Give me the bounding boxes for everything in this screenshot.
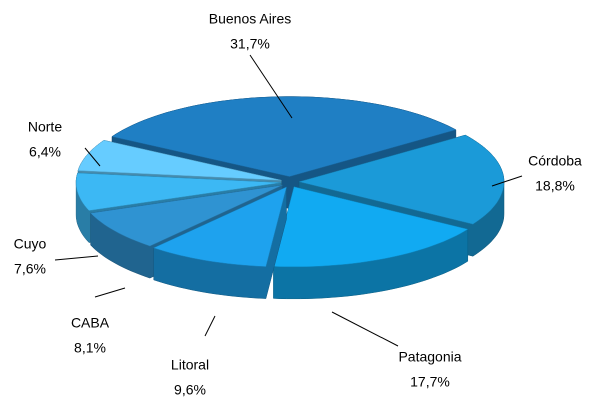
slice-value: 6,4% [29, 144, 61, 160]
slice [111, 96, 457, 177]
slice [298, 134, 505, 225]
slice-label: CABA [71, 315, 110, 331]
leader-line [204, 315, 216, 337]
slice [153, 186, 287, 267]
leader-line [491, 175, 523, 187]
slice-value: 9,6% [174, 382, 206, 398]
slice-value: 7,6% [14, 261, 46, 277]
slice-value: 31,7% [230, 36, 270, 52]
slice-label: Cuyo [14, 236, 47, 252]
slice-value: 18,8% [535, 178, 575, 194]
slice-value: 17,7% [410, 374, 450, 390]
slice-label: Litoral [171, 357, 209, 373]
leader-line [94, 287, 126, 298]
slice-label: Buenos Aires [209, 11, 292, 27]
leader-line [84, 147, 101, 167]
slice-label: Norte [28, 119, 62, 135]
slice [75, 172, 282, 211]
leader-line [54, 255, 99, 261]
slice-label: Córdoba [528, 153, 582, 169]
slice-label: Patagonia [398, 349, 461, 365]
slice-value: 8,1% [74, 340, 106, 356]
leader-line [249, 54, 293, 119]
leader-line [331, 311, 399, 347]
slice [273, 186, 469, 268]
slice [77, 140, 282, 181]
slice [90, 184, 283, 247]
